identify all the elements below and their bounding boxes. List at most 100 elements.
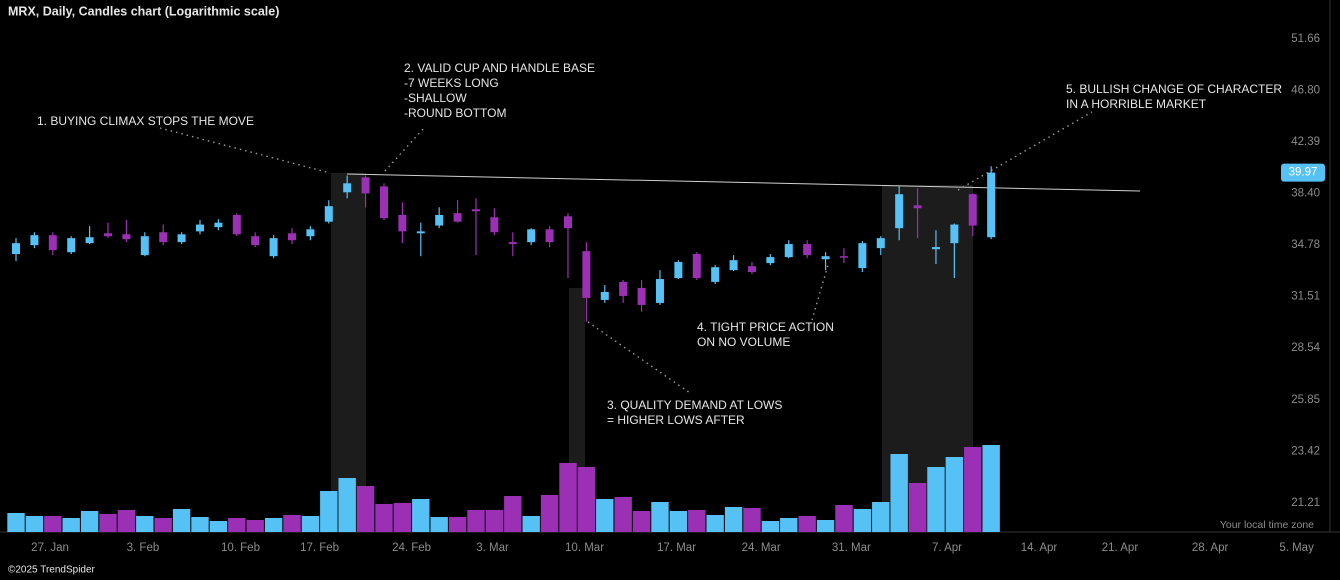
annotation: -7 WEEKS LONG xyxy=(404,76,499,90)
annotation: 2. VALID CUP AND HANDLE BASE xyxy=(404,61,595,75)
candle-body xyxy=(361,177,370,194)
x-tick-label: 7. Apr xyxy=(932,542,962,554)
candle-body xyxy=(398,214,407,232)
x-tick-label: 21. Apr xyxy=(1102,542,1139,554)
volume-bar xyxy=(724,507,743,532)
candle-body xyxy=(913,205,922,209)
volume-bar xyxy=(246,520,264,532)
annotation: -ROUND BOTTOM xyxy=(404,106,506,120)
x-tick-label: 10. Mar xyxy=(565,542,604,554)
volume-bar xyxy=(559,463,577,532)
chart-title: MRX, Daily, Candles chart (Logarithmic s… xyxy=(8,4,279,18)
x-tick-label: 17. Feb xyxy=(300,542,339,554)
volume-bar xyxy=(7,513,25,532)
volume-bar xyxy=(504,496,522,532)
volume-bar xyxy=(596,499,614,532)
annotation: 1. BUYING CLIMAX STOPS THE MOVE xyxy=(37,114,254,128)
candle-body xyxy=(67,238,76,253)
y-tick-label: 23.42 xyxy=(1291,445,1320,457)
candle-body xyxy=(729,260,738,271)
candle-body xyxy=(232,214,241,235)
trend-line xyxy=(346,173,1141,192)
volume-bar xyxy=(761,521,780,532)
candle-body xyxy=(306,229,315,237)
candle-body xyxy=(490,217,499,233)
candle-body xyxy=(950,224,959,244)
candle-body xyxy=(379,186,388,219)
candle-body xyxy=(214,222,223,228)
volume-bar xyxy=(485,510,504,532)
candle-body xyxy=(655,279,664,303)
candle-body xyxy=(784,244,793,258)
candle-body xyxy=(177,234,186,243)
candle-body xyxy=(508,242,517,245)
volume-bar xyxy=(356,486,375,532)
volume-bar xyxy=(908,483,927,532)
candle-body xyxy=(619,281,628,296)
volume-bar xyxy=(816,520,835,532)
candle-body xyxy=(637,287,646,305)
candle-body xyxy=(674,262,683,279)
candle-body xyxy=(545,229,554,243)
volume-bar xyxy=(62,518,80,532)
volume-bar xyxy=(743,508,761,532)
annotation: -SHALLOW xyxy=(404,91,467,105)
copyright: ©2025 TrendSpider xyxy=(8,565,96,576)
candle-body xyxy=(269,238,278,257)
candle-body xyxy=(324,206,333,222)
leader-line xyxy=(811,264,829,321)
y-tick-label: 34.78 xyxy=(1291,239,1320,251)
candle-body xyxy=(895,194,904,229)
y-tick-label: 51.66 xyxy=(1291,33,1320,45)
candle-body xyxy=(692,254,701,279)
annotation: 5. BULLISH CHANGE OF CHARACTER xyxy=(1066,82,1282,96)
y-tick-label: 38.40 xyxy=(1291,188,1320,200)
volume-bar xyxy=(338,478,356,532)
volume-bar xyxy=(191,517,209,532)
candle-body xyxy=(48,235,57,251)
volume-bar xyxy=(25,516,44,532)
volume-bar xyxy=(872,502,890,532)
volume-bar xyxy=(301,516,320,532)
candle-body xyxy=(453,213,462,222)
x-tick-label: 31. Mar xyxy=(832,542,871,554)
candle-body xyxy=(711,267,720,282)
timezone-note: Your local time zone xyxy=(1220,519,1314,531)
candle-body xyxy=(858,243,867,269)
candle-body xyxy=(747,266,756,273)
candle-body xyxy=(563,216,572,229)
candle-body xyxy=(30,235,39,246)
leader-line xyxy=(957,111,1093,191)
candle-body xyxy=(251,236,260,246)
volume-bar xyxy=(412,499,430,532)
volume-bar xyxy=(522,516,540,532)
x-tick-label: 28. Apr xyxy=(1192,542,1229,554)
volume-bar xyxy=(890,454,908,532)
volume-bar xyxy=(375,504,393,532)
annotation: = HIGHER LOWS AFTER xyxy=(607,413,745,427)
y-tick-label: 46.80 xyxy=(1291,84,1320,96)
volume-bar xyxy=(117,510,136,532)
volume-bar xyxy=(228,518,246,532)
annotation: ON NO VOLUME xyxy=(697,335,790,349)
volume-bar xyxy=(798,516,816,532)
last-price-label: 39.97 xyxy=(1289,167,1318,179)
volume-bar xyxy=(154,518,172,532)
candle-body xyxy=(527,229,536,243)
x-tick-label: 24. Mar xyxy=(742,542,781,554)
volume-bar xyxy=(706,515,724,532)
volume-bar xyxy=(927,467,945,532)
x-tick-label: 27. Jan xyxy=(31,542,69,554)
candle-body xyxy=(435,214,444,226)
highlight-zone xyxy=(331,173,366,532)
candle-body xyxy=(159,232,168,243)
volume-bar xyxy=(945,457,964,532)
x-tick-label: 3. Mar xyxy=(476,542,509,554)
volume-bar xyxy=(467,510,485,532)
candle-body xyxy=(839,256,848,258)
volume-bar xyxy=(964,447,982,532)
volume-bar xyxy=(430,517,448,532)
candle-body xyxy=(104,233,113,237)
volume-bar xyxy=(209,521,228,532)
